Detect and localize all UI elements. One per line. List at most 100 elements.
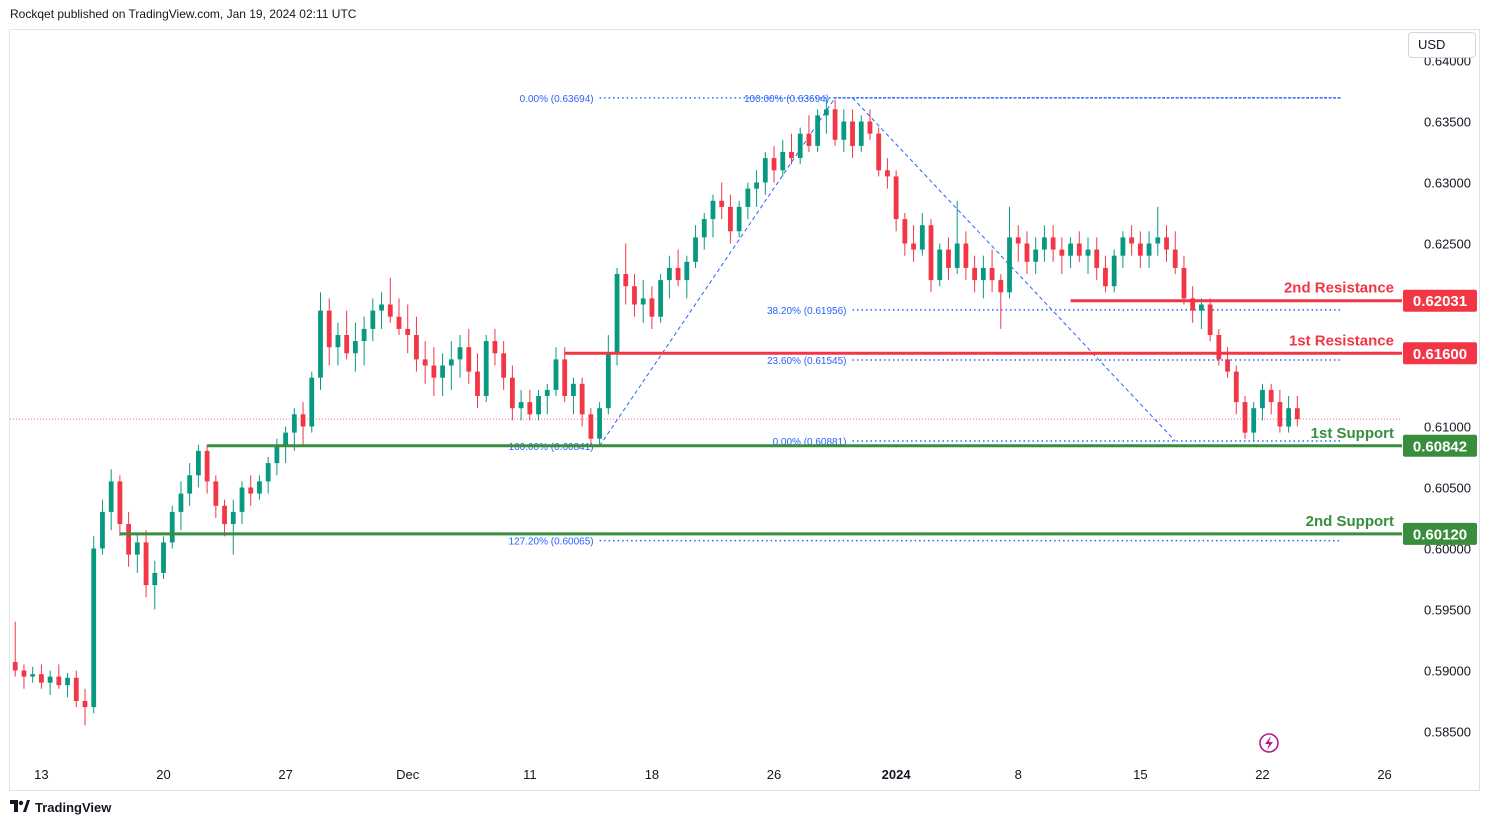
candle [893, 170, 899, 232]
fib-level-label: 38.20% (0.61956) [767, 306, 847, 317]
candle-body [257, 481, 262, 494]
candle [126, 511, 132, 567]
candle [274, 438, 280, 476]
candle [265, 457, 271, 494]
candle-body [1015, 237, 1021, 244]
candle [117, 475, 123, 537]
candle-body [483, 341, 489, 396]
candle-body [475, 371, 480, 396]
x-tick-label: 26 [767, 767, 781, 782]
candle [1129, 225, 1135, 256]
x-tick-label: 11 [523, 767, 537, 782]
fibonacci-levels: 0.00% (0.63694) 100.00% (0.63694) 38.20% (… [509, 94, 1341, 548]
candle-body [265, 463, 271, 482]
candle-body [1033, 249, 1039, 262]
candle [754, 170, 759, 207]
chart-frame[interactable] [9, 29, 1480, 791]
x-tick-label: 18 [645, 767, 659, 782]
candle [902, 213, 908, 256]
fib-level-label: 23.60% (0.61545) [767, 356, 847, 367]
candle-body [789, 152, 794, 159]
candle-body [1094, 249, 1100, 268]
level-price-label: 0.61600 [1413, 346, 1467, 363]
candle [161, 536, 166, 579]
candle [623, 243, 629, 305]
candle [1137, 231, 1143, 268]
candle-body [719, 200, 725, 207]
candle [1155, 206, 1161, 256]
candle [318, 292, 323, 390]
candle-body [466, 347, 472, 372]
candle [963, 231, 969, 281]
candle-body [728, 206, 733, 232]
candle-body [65, 677, 70, 686]
candle [30, 666, 36, 683]
candle-body [1042, 237, 1047, 250]
candle-body [1277, 402, 1283, 427]
candle-body [152, 572, 158, 586]
candle-body [527, 402, 533, 415]
candle-body [21, 670, 27, 677]
candle [448, 341, 454, 390]
candle-body [352, 341, 358, 354]
candle [509, 365, 515, 421]
fib-level-label: 0.00% (0.63694) [520, 94, 594, 105]
candle [195, 444, 201, 488]
fib-level-label: 100.00% (0.60841) [509, 442, 594, 453]
candle-body [588, 414, 594, 439]
candle [1260, 383, 1265, 421]
candle-body [1024, 243, 1030, 262]
candle-body [1085, 249, 1091, 256]
brand-name: TradingView [35, 800, 112, 815]
candle [108, 469, 114, 531]
candle [143, 530, 149, 598]
candle [1199, 298, 1204, 329]
candle-body [1146, 243, 1152, 256]
candle-body [100, 511, 105, 549]
bolt-icon[interactable] [1259, 733, 1279, 753]
candle [100, 499, 105, 555]
candle [614, 267, 620, 366]
candle [12, 621, 18, 677]
candle-body [998, 280, 1004, 293]
candle [422, 341, 428, 384]
candle [457, 335, 463, 378]
candle [1103, 255, 1108, 293]
candle-body [230, 511, 236, 525]
candle-body [204, 450, 210, 482]
y-tick-label: 0.59000 [1424, 664, 1471, 679]
candle-body [30, 674, 36, 677]
candle-body [937, 249, 943, 281]
candle-body [1172, 249, 1178, 268]
candle-body [12, 661, 18, 671]
candle-body [387, 304, 393, 317]
candle-body [980, 267, 986, 281]
candle [954, 200, 960, 274]
candle-body [1137, 243, 1143, 256]
candle-body [553, 359, 559, 390]
candle-body [126, 524, 132, 555]
candle [387, 277, 393, 323]
candle [666, 255, 672, 299]
candle [483, 335, 489, 403]
candle [1042, 225, 1047, 262]
candle [56, 664, 62, 689]
candle-body [1059, 249, 1065, 256]
candle [352, 322, 358, 372]
candle-body [56, 676, 62, 686]
level-name-label: 1st Support [1311, 425, 1394, 442]
candle-body [623, 274, 629, 287]
candle-body [754, 182, 759, 189]
candle [588, 408, 594, 445]
candle [1164, 225, 1169, 262]
candle [1146, 231, 1152, 268]
candles [12, 98, 1300, 726]
candle-body [344, 335, 350, 354]
candle [867, 109, 873, 140]
currency-selector[interactable]: USD [1408, 32, 1476, 58]
tradingview-logo[interactable]: TradingView [10, 800, 111, 815]
x-tick-label: 26 [1377, 767, 1391, 782]
candle [675, 249, 681, 287]
candle [649, 286, 655, 329]
